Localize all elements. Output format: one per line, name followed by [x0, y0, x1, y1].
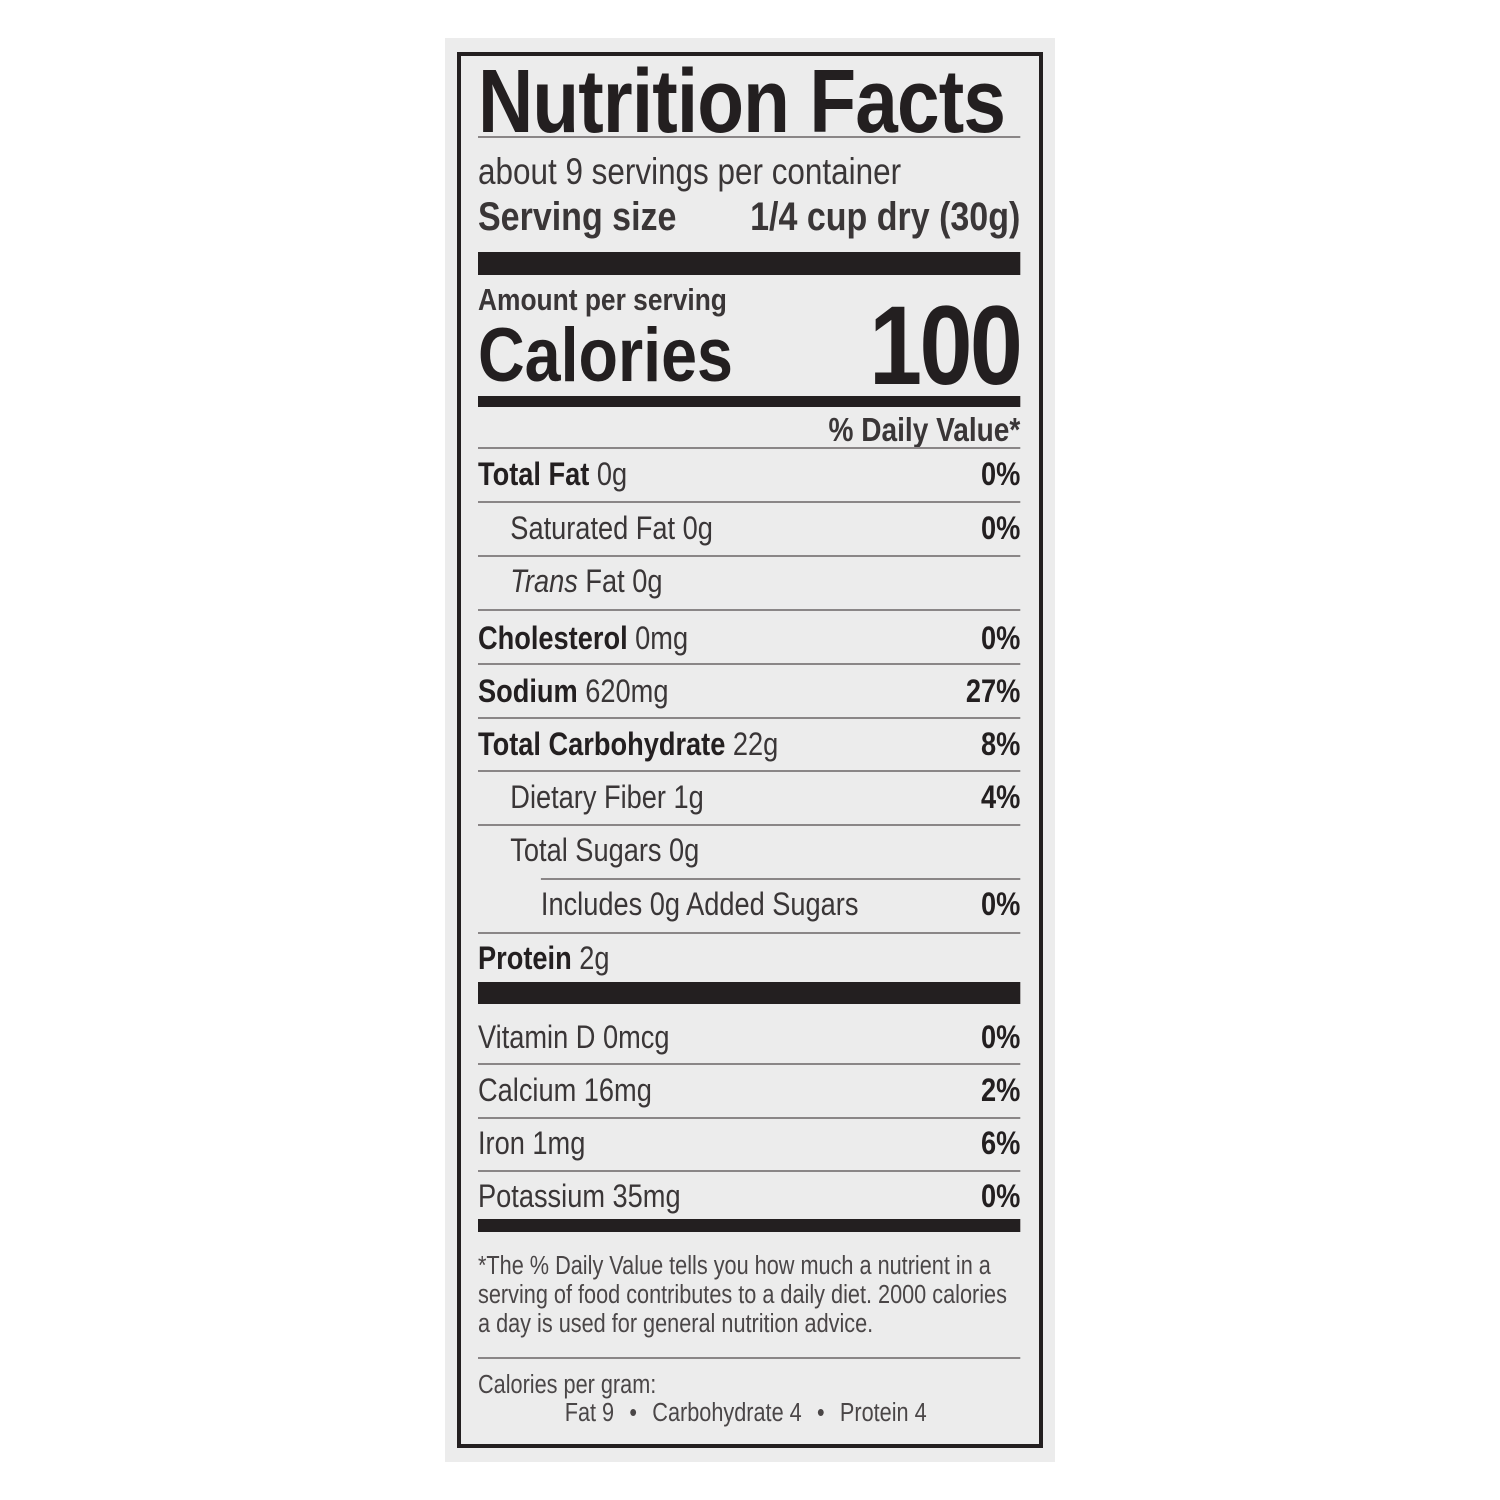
nutrient-row-saturated-fat: Saturated Fat 0g 0% — [478, 508, 1020, 548]
divider — [478, 1063, 1021, 1065]
divider — [478, 663, 1021, 665]
nutrient-name: Total Fat — [478, 456, 590, 492]
daily-value-footnote: *The % Daily Value tells you how much a … — [478, 1252, 1007, 1338]
nutrient-name: Total Carbohydrate — [478, 726, 726, 762]
protein-calories: Protein 4 — [839, 1399, 927, 1427]
divider — [478, 501, 1021, 503]
nutrient-dv: 0% — [980, 456, 1021, 492]
medium-divider — [478, 396, 1021, 407]
divider — [478, 555, 1021, 557]
divider — [478, 932, 1021, 934]
nutrient-amount: 1g — [673, 779, 704, 815]
label-border — [457, 52, 1043, 1448]
bullet-separator: • — [817, 1399, 825, 1427]
nutrient-name: Cholesterol — [478, 620, 628, 656]
nutrient-name: Total Sugars — [510, 832, 662, 868]
calories-value: 100 — [869, 283, 1023, 408]
nutrient-amount: 0g — [669, 832, 700, 868]
nutrient-amount: 0g — [632, 563, 663, 599]
nutrient-row-total-carbohydrate: Total Carbohydrate 22g 8% — [478, 724, 1020, 764]
nutrient-amount: 0mcg — [602, 1019, 670, 1055]
nutrient-name: Potassium — [478, 1178, 605, 1214]
nutrient-amount: 0mg — [635, 620, 689, 656]
nutrient-dv: 6% — [980, 1125, 1021, 1161]
thick-divider — [478, 252, 1021, 275]
divider — [478, 609, 1021, 611]
nutrient-name: Includes 0g Added Sugars — [540, 886, 859, 922]
amount-per-serving: Amount per serving — [478, 282, 727, 317]
nutrition-facts-label: Nutrition Facts about 9 servings per con… — [478, 0, 1023, 1500]
nutrient-dv: 0% — [980, 1019, 1021, 1055]
nutrient-dv: 0% — [980, 1178, 1021, 1214]
divider — [478, 1357, 1021, 1359]
serving-size-row: Serving size 1/4 cup dry (30g) — [478, 194, 1020, 240]
bullet-separator: • — [629, 1399, 638, 1427]
daily-value-header: % Daily Value* — [828, 411, 1021, 448]
nutrient-amount: 1mg — [532, 1125, 586, 1161]
nutrient-name: Dietary Fiber — [510, 779, 666, 815]
micronutrient-row-iron: Iron 1mg 6% — [478, 1123, 1020, 1163]
nutrient-row-cholesterol: Cholesterol 0mg 0% — [478, 618, 1020, 658]
divider — [478, 136, 1021, 138]
divider — [478, 770, 1021, 772]
thick-divider — [478, 982, 1021, 1004]
label-title: Nutrition Facts — [478, 52, 1006, 152]
divider — [478, 824, 1021, 826]
nutrient-dv: 0% — [980, 620, 1021, 656]
nutrient-dv: 0% — [980, 886, 1021, 922]
calories-per-gram-values: Fat 9 • Carbohydrate 4 • Protein 4 — [565, 1399, 927, 1428]
serving-size-value: 1/4 cup dry (30g) — [750, 195, 1021, 239]
nutrient-row-total-fat: Total Fat 0g 0% — [478, 454, 1020, 494]
nutrient-name: Vitamin D — [478, 1019, 596, 1055]
nutrient-name: Trans — [510, 563, 578, 599]
nutrient-dv: 27% — [965, 673, 1021, 709]
nutrient-dv: 8% — [980, 726, 1021, 762]
divider — [478, 1170, 1021, 1172]
divider — [478, 1117, 1021, 1119]
nutrient-row-added-sugars: Includes 0g Added Sugars 0% — [478, 884, 1020, 924]
nutrient-dv: 0% — [980, 510, 1021, 546]
nutrient-name: Saturated Fat — [510, 510, 676, 546]
carbohydrate-calories: Carbohydrate 4 — [652, 1399, 802, 1427]
nutrient-row-sodium: Sodium 620mg 27% — [478, 671, 1020, 711]
divider — [478, 717, 1021, 719]
nutrient-row-protein: Protein 2g — [478, 938, 1020, 978]
divider — [540, 878, 1021, 880]
nutrient-dv: 4% — [980, 779, 1021, 815]
micronutrient-row-potassium: Potassium 35mg 0% — [478, 1176, 1020, 1216]
nutrient-name: Protein — [478, 940, 572, 976]
micronutrient-row-vitamin-d: Vitamin D 0mcg 0% — [478, 1017, 1020, 1057]
nutrient-amount: 2g — [579, 940, 610, 976]
nutrient-amount: 0g — [596, 456, 628, 492]
nutrient-name: Sodium — [478, 673, 578, 709]
nutrient-name: Calcium — [478, 1072, 577, 1108]
serving-size-label: Serving size — [478, 195, 677, 239]
nutrient-name: Iron — [478, 1125, 525, 1161]
nutrient-amount: 620mg — [585, 673, 669, 709]
nutrient-dv: 2% — [980, 1072, 1021, 1108]
medium-divider — [478, 1219, 1021, 1232]
nutrient-amount: 35mg — [612, 1178, 681, 1214]
micronutrient-row-calcium: Calcium 16mg 2% — [478, 1070, 1020, 1110]
nutrient-amount: 0g — [682, 510, 713, 546]
nutrient-amount: 22g — [732, 726, 779, 762]
calories-label: Calories — [478, 313, 733, 398]
nutrient-name-suffix: Fat — [585, 563, 625, 599]
divider — [478, 447, 1021, 449]
nutrient-amount: 16mg — [583, 1072, 652, 1108]
servings-per-container: about 9 servings per container — [478, 151, 902, 192]
nutrient-row-dietary-fiber: Dietary Fiber 1g 4% — [478, 777, 1020, 817]
calories-per-gram-label: Calories per gram: — [478, 1371, 657, 1399]
fat-calories: Fat 9 — [564, 1399, 615, 1427]
nutrient-row-total-sugars: Total Sugars 0g — [478, 830, 1020, 870]
nutrient-row-trans-fat: Trans Fat 0g — [478, 561, 1020, 601]
